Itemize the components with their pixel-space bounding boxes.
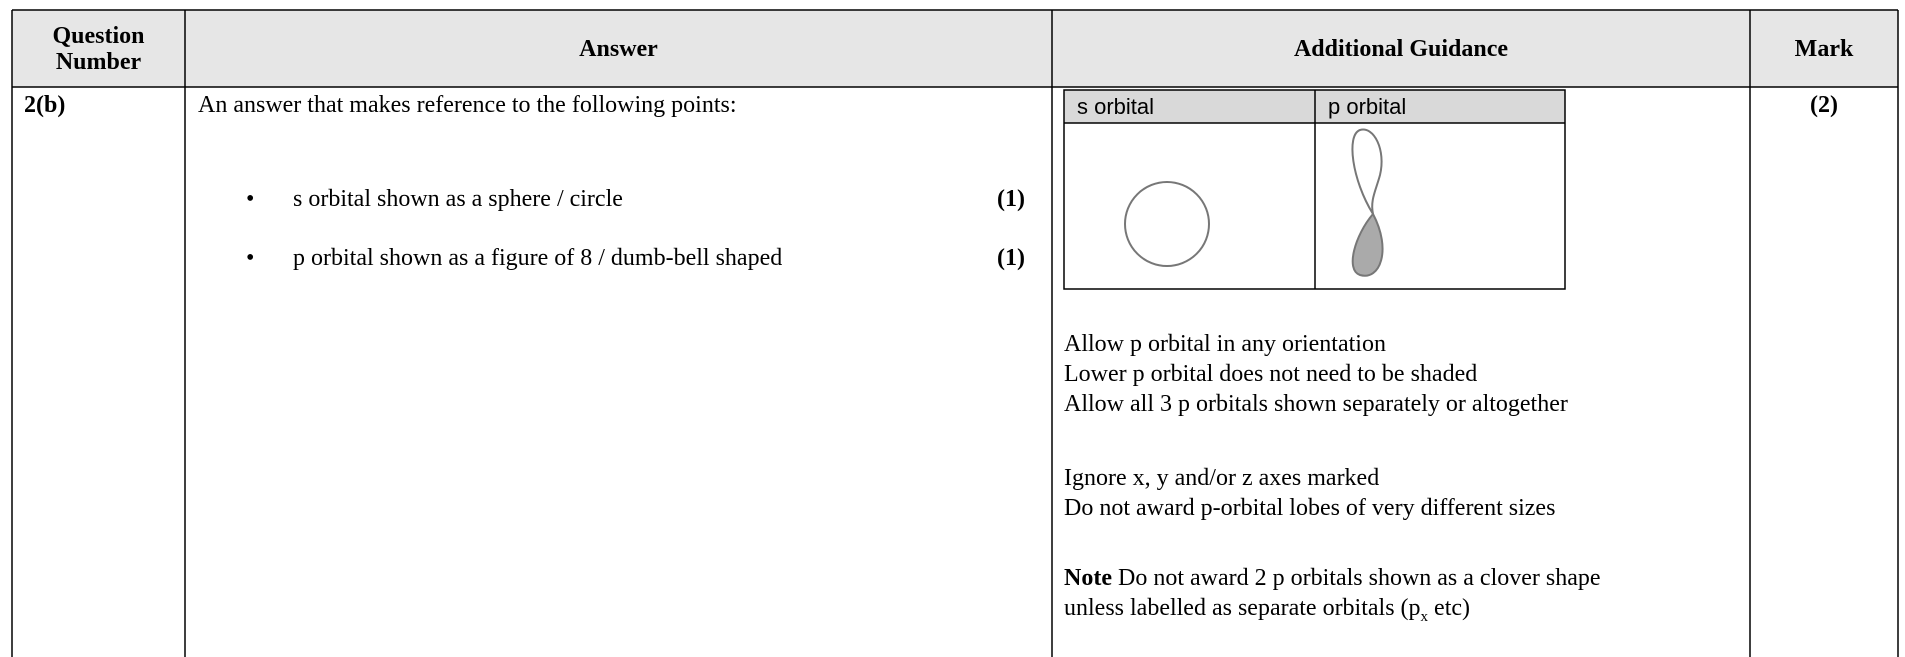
orbital-diagram (1063, 89, 1566, 290)
header-text: Question Number (52, 22, 145, 75)
question-number: 2(b) (24, 92, 66, 118)
note-text: etc) (1434, 595, 1471, 621)
point-mark: (1) (997, 186, 1025, 212)
note-line: unless labelled as separate orbitals (px… (1064, 593, 1601, 632)
note-subscript: x (1420, 608, 1429, 625)
answer-point: s orbital shown as a sphere / circle (293, 186, 623, 212)
guidance-block: Allow p orbital in any orientation Lower… (1064, 329, 1568, 419)
diagram-header: p orbital (1328, 94, 1407, 119)
note-label: Note (1064, 565, 1112, 591)
bullet: • (246, 186, 255, 212)
header-question-number: Question Number (12, 10, 185, 87)
guidance-note: Note Do not award 2 p orbitals shown as … (1064, 563, 1601, 632)
note-text: Do not award 2 p orbitals shown as a clo… (1117, 565, 1601, 591)
note-text: unless labelled as separate orbitals (p (1064, 595, 1421, 621)
answer-intro: An answer that makes reference to the fo… (198, 92, 737, 118)
guidance-line: Ignore x, y and/or z axes marked (1064, 465, 1380, 491)
guidance-line: Allow p orbital in any orientation (1064, 331, 1386, 357)
header-guidance: Additional Guidance (1293, 35, 1509, 62)
header-answer: Answer (579, 35, 658, 62)
note-line: Note Do not award 2 p orbitals shown as … (1064, 563, 1601, 593)
header-mark: Mark (1794, 35, 1854, 62)
bullet: • (246, 245, 255, 271)
guidance-line: Do not award p-orbital lobes of very dif… (1064, 495, 1556, 521)
guidance-line: Allow all 3 p orbitals shown separately … (1064, 391, 1568, 417)
total-mark: (2) (1810, 92, 1838, 118)
guidance-line: Lower p orbital does not need to be shad… (1064, 361, 1478, 387)
header-background (12, 10, 1898, 87)
answer-point: p orbital shown as a figure of 8 / dumb-… (293, 245, 783, 271)
guidance-block: Ignore x, y and/or z axes marked Do not … (1064, 463, 1555, 523)
point-mark: (1) (997, 245, 1025, 271)
diagram-header: s orbital (1077, 94, 1155, 119)
